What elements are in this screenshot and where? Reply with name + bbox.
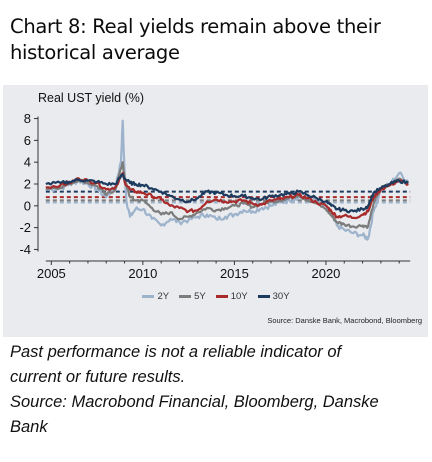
x-tick-label: 2015: [220, 266, 249, 281]
y-tick-label: -4: [19, 242, 31, 257]
legend-item-2y: 2Y: [142, 291, 169, 302]
legend-label: 5Y: [194, 291, 206, 302]
disclaimer-line-1: Past performance is not a reliable indic…: [10, 343, 342, 361]
legend-item-30y: 30Y: [257, 291, 290, 302]
legend-label: 30Y: [272, 291, 290, 302]
series-line-10y: [45, 172, 409, 220]
legend-swatch: [179, 295, 192, 298]
axes: 8 6 4 2 0 -2 -4 2005 2010 2015 2020: [19, 111, 411, 281]
series-line-2y: [45, 119, 410, 241]
chart-source: Source: Danske Bank, Macrobond, Bloomber…: [267, 316, 422, 325]
chart-title: Chart 8: Real yields remain above their …: [10, 14, 425, 66]
source-line-1: Source: Macrobond Financial, Bloomberg, …: [10, 393, 379, 411]
y-tick-label: 2: [24, 177, 31, 192]
legend-label: 2Y: [157, 291, 170, 302]
x-tick-label: 2005: [37, 266, 66, 281]
legend: 2Y 5Y 10Y 30Y: [0, 291, 432, 302]
y-axis-label: Real UST yield (%): [38, 91, 145, 105]
x-tick-label: 2010: [128, 266, 157, 281]
y-tick-label: 0: [24, 198, 31, 213]
y-tick-label: -2: [19, 220, 31, 235]
legend-item-10y: 10Y: [215, 291, 248, 302]
legend-swatch: [257, 295, 270, 298]
chart-title-line-2: historical average: [10, 41, 180, 64]
chart-title-line-1: Chart 8: Real yields remain above their: [10, 15, 381, 38]
series-line-30y: [45, 173, 409, 214]
y-tick-label: 8: [24, 111, 31, 126]
legend-swatch: [215, 295, 228, 298]
x-tick-label: 2020: [311, 266, 340, 281]
legend-swatch: [142, 295, 155, 298]
legend-label: 10Y: [230, 291, 248, 302]
source-line-2: Bank: [10, 418, 48, 436]
series-lines: [45, 119, 410, 241]
footer-text: Past performance is not a reliable indic…: [10, 340, 425, 440]
legend-item-5y: 5Y: [179, 291, 206, 302]
disclaimer-line-2: current or future results.: [10, 368, 186, 386]
y-tick-label: 4: [24, 155, 31, 170]
y-tick-label: 6: [24, 133, 31, 148]
